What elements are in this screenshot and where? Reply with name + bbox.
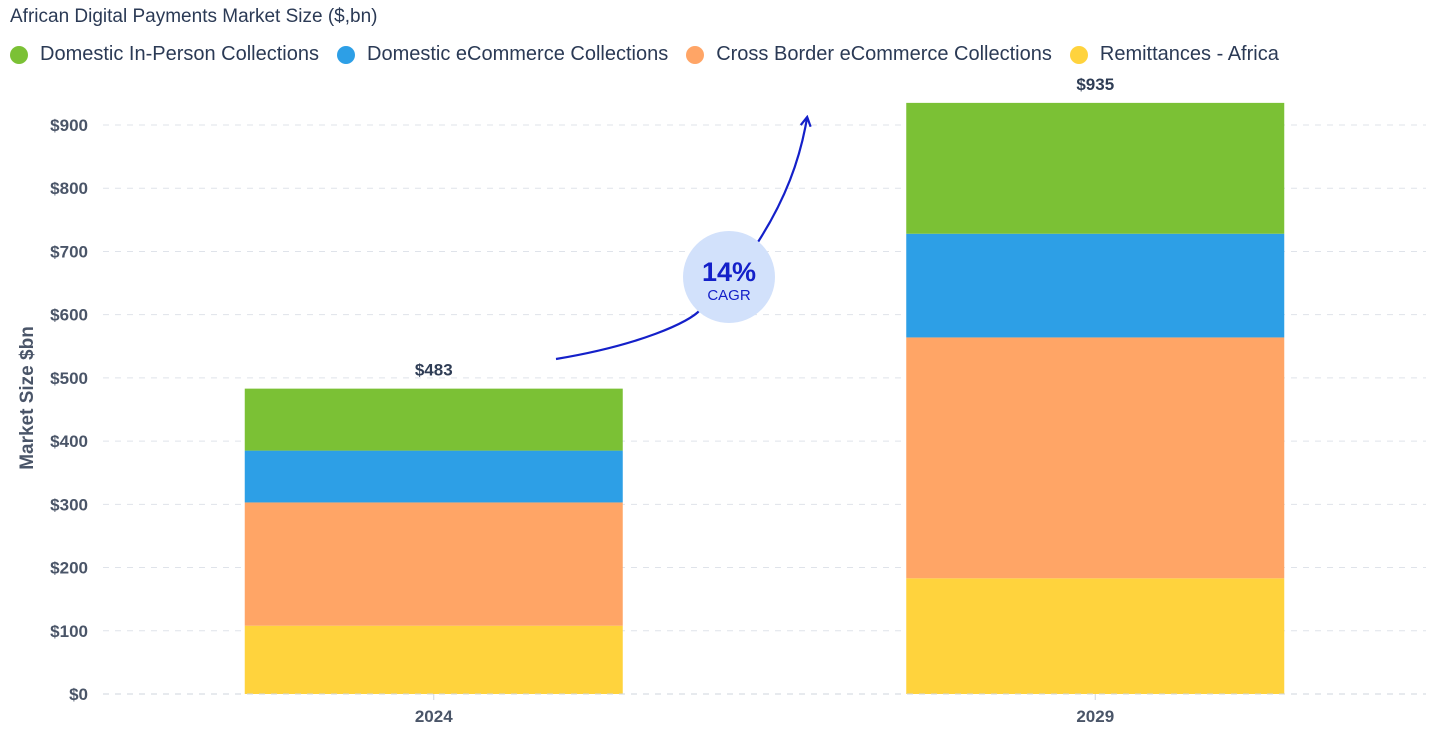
legend-item-cross-border-ecommerce[interactable]: Cross Border eCommerce Collections [686, 43, 1052, 66]
y-axis-label: Market Size $bn [17, 326, 38, 470]
x-tick-label: 2029 [1076, 707, 1114, 726]
bar-segment-remittances-africa-2024[interactable] [244, 625, 623, 694]
y-tick-label: $600 [50, 306, 88, 325]
x-tick-label: 2024 [415, 707, 453, 726]
bar-segment-domestic-in-person-collections-2024[interactable] [244, 388, 623, 451]
bars: $483 $935 [244, 75, 1285, 694]
legend-label-cross-border-ecommerce: Cross Border eCommerce Collections [716, 43, 1052, 65]
cagr-value: 14% [702, 257, 756, 287]
legend-swatch-domestic-ecommerce [337, 45, 355, 64]
bar-segment-remittances-africa-2029[interactable] [906, 578, 1285, 694]
y-tick-label: $200 [50, 559, 88, 578]
y-tick-label: $900 [50, 116, 88, 135]
legend-swatch-cross-border-ecommerce [686, 45, 705, 64]
axes: $0 $100 $200 $300 $400 $500 $600 $700 $800 $900 20… [50, 116, 1426, 726]
legend-label-remittances-africa: Remittances - Africa [1099, 43, 1279, 65]
cagr-arrow-head [757, 118, 807, 243]
y-tick-label: $100 [50, 622, 88, 641]
y-tick-label: $300 [50, 495, 88, 514]
y-tick-label: $500 [50, 369, 88, 388]
legend-label-domestic-in-person: Domestic In-Person Collections [40, 43, 319, 65]
legend-item-remittances-africa[interactable]: Remittances - Africa [1069, 43, 1279, 66]
legend-item-domestic-in-person[interactable]: Domestic In-Person Collections [10, 43, 319, 66]
bar-segment-domestic-ecommerce-collections-2024[interactable] [244, 450, 623, 503]
y-tick-label: $800 [50, 179, 88, 198]
y-tick-label: $0 [69, 685, 88, 704]
bar-segment-cross-border-ecommerce-collections-2029[interactable] [906, 337, 1285, 579]
legend: Domestic In-Person Collections Domestic … [10, 43, 1297, 66]
cagr-label: CAGR [707, 287, 751, 304]
bar-segment-domestic-in-person-collections-2029[interactable] [906, 102, 1285, 234]
cagr-bubble [683, 231, 775, 323]
bar-segment-cross-border-ecommerce-collections-2024[interactable] [244, 502, 623, 626]
bar-segment-domestic-ecommerce-collections-2029[interactable] [906, 233, 1285, 338]
legend-label-domestic-ecommerce: Domestic eCommerce Collections [367, 43, 669, 65]
legend-item-domestic-ecommerce[interactable]: Domestic eCommerce Collections [337, 43, 668, 66]
total-label-2024: $483 [415, 361, 453, 380]
y-tick-label: $700 [50, 242, 88, 261]
chart-title: African Digital Payments Market Size ($,… [10, 6, 378, 27]
cagr-annotation: 14% CAGR [555, 118, 807, 361]
legend-swatch-remittances-africa [1069, 45, 1088, 64]
y-tick-label: $400 [50, 432, 88, 451]
cagr-arrow-tail [555, 309, 701, 361]
legend-swatch-domestic-in-person [10, 45, 28, 64]
total-label-2029: $935 [1076, 75, 1114, 94]
